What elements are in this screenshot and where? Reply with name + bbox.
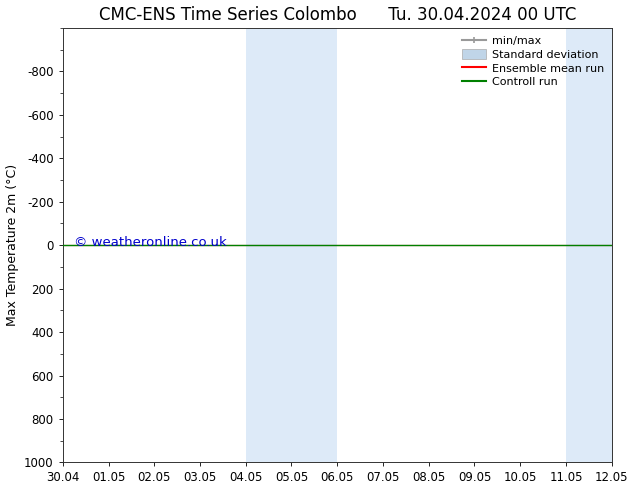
Legend: min/max, Standard deviation, Ensemble mean run, Controll run: min/max, Standard deviation, Ensemble me…	[460, 33, 606, 89]
Bar	[566, 28, 634, 463]
Text: © weatheronline.co.uk: © weatheronline.co.uk	[74, 237, 226, 249]
Bar	[246, 28, 337, 463]
Y-axis label: Max Temperature 2m (°C): Max Temperature 2m (°C)	[6, 164, 18, 326]
Title: CMC-ENS Time Series Colombo      Tu. 30.04.2024 00 UTC: CMC-ENS Time Series Colombo Tu. 30.04.20…	[98, 5, 576, 24]
